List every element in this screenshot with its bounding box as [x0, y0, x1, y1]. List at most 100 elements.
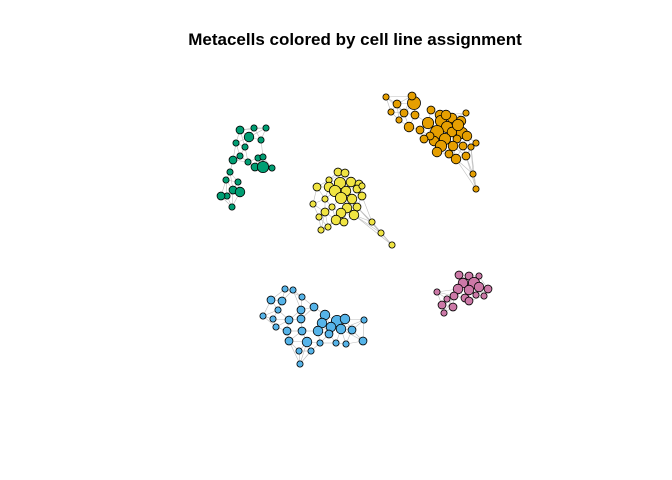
metacell-node: [472, 185, 480, 193]
metacell-node: [274, 306, 282, 314]
metacell-node: [262, 124, 270, 132]
metacell-node: [296, 360, 304, 368]
metacell-node: [452, 283, 464, 295]
metacell-node: [309, 200, 317, 208]
metacell-node: [315, 213, 323, 221]
metacell-node: [433, 288, 441, 296]
metacell-node: [480, 292, 488, 300]
metacell-node: [317, 226, 325, 234]
metacell-node: [419, 134, 429, 144]
metacell-node: [410, 110, 420, 120]
metacell-node: [256, 160, 270, 174]
metacell-node: [407, 91, 417, 101]
metacell-node: [243, 131, 255, 143]
metacell-node: [440, 109, 452, 121]
metacell-node: [309, 302, 319, 312]
metacell-node: [352, 202, 362, 212]
metacell-node: [437, 300, 447, 310]
metacell-node: [467, 143, 475, 151]
metacell-node: [259, 312, 267, 320]
metacell-node: [462, 109, 470, 117]
graph-nodes: [216, 91, 493, 368]
metacell-node: [447, 140, 459, 152]
metacell-node: [448, 302, 458, 312]
graph-edge: [353, 214, 382, 234]
metacell-node: [426, 105, 436, 115]
metacell-node: [461, 151, 471, 161]
metacell-node: [257, 136, 265, 144]
metacell-node: [250, 124, 258, 132]
graph-edge: [470, 146, 477, 190]
metacell-node: [440, 309, 448, 317]
metacell-node: [244, 158, 252, 166]
metacell-node: [228, 155, 238, 165]
metacell-node: [298, 293, 306, 301]
metacell-node: [340, 168, 350, 178]
metacell-node: [222, 176, 230, 184]
metacell-node: [259, 153, 267, 161]
metacell-node: [320, 207, 330, 217]
metacell-node: [295, 347, 303, 355]
metacell-node: [321, 195, 329, 203]
metacell-node: [449, 291, 459, 301]
graph-edge: [356, 206, 393, 246]
metacell-node: [348, 209, 360, 221]
metacell-node: [316, 339, 324, 347]
metacell-node: [296, 305, 306, 315]
metacell-node: [335, 323, 347, 335]
metacell-node: [368, 218, 376, 226]
metacell-node: [282, 326, 292, 336]
metacell-node: [347, 325, 357, 335]
metacell-node: [272, 323, 280, 331]
metacell-node: [472, 139, 480, 147]
metacell-node: [451, 118, 465, 132]
metacell-node: [334, 191, 348, 205]
graph-edge: [353, 214, 393, 246]
metacell-node: [307, 347, 315, 355]
graph-edge: [361, 195, 373, 223]
metacell-node: [377, 229, 385, 237]
metacell-node: [228, 203, 236, 211]
metacell-node: [301, 336, 313, 348]
metacell-node: [312, 325, 324, 337]
metacell-node: [358, 182, 366, 190]
metacell-node: [463, 284, 475, 296]
metacell-node: [269, 315, 277, 323]
metacell-node: [268, 164, 276, 172]
metacell-node: [328, 203, 336, 211]
metacell-node: [431, 146, 443, 158]
metacell-node: [234, 178, 242, 186]
metacell-node: [345, 176, 357, 188]
metacell-node: [475, 272, 483, 280]
metacell-node: [235, 125, 245, 135]
metacell-node: [216, 191, 226, 201]
graph-edge: [455, 158, 477, 190]
metacell-node: [392, 99, 402, 109]
metacell-node: [241, 143, 249, 151]
metacell-node: [289, 286, 297, 294]
metacell-node: [403, 121, 415, 133]
metacell-node: [266, 295, 276, 305]
metacell-node: [415, 125, 425, 135]
metacell-node: [330, 214, 342, 226]
metacell-node: [358, 336, 368, 346]
metacell-node: [382, 93, 390, 101]
metacell-node: [324, 329, 334, 339]
metacell-node: [332, 339, 340, 347]
metacell-node: [461, 130, 473, 142]
metacell-node: [469, 170, 477, 178]
metacell-node: [483, 284, 493, 294]
metacell-node: [464, 296, 474, 306]
metacell-node: [342, 340, 350, 348]
metacell-node: [388, 241, 396, 249]
metacell-node: [458, 141, 468, 151]
metacell-node: [443, 295, 451, 303]
metacell-node: [450, 153, 462, 165]
metacell-node: [234, 186, 246, 198]
metacell-node: [284, 336, 294, 346]
metacell-node: [312, 182, 322, 192]
metacell-node: [473, 281, 485, 293]
metacell-node: [335, 207, 347, 219]
metacell-node: [333, 167, 343, 177]
